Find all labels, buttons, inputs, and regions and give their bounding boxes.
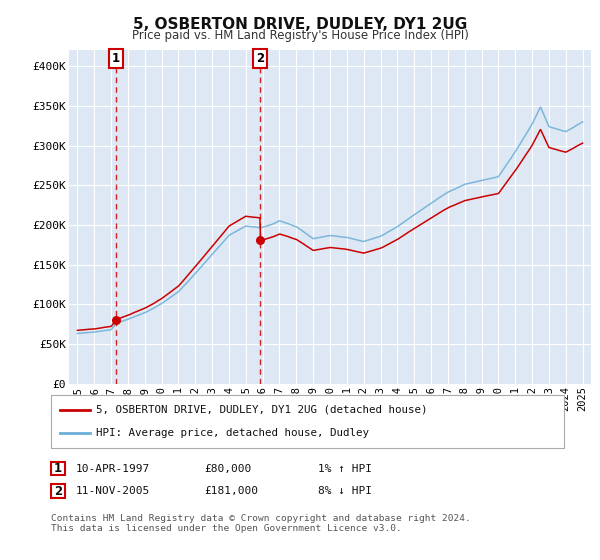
Text: 5, OSBERTON DRIVE, DUDLEY, DY1 2UG: 5, OSBERTON DRIVE, DUDLEY, DY1 2UG: [133, 17, 467, 32]
Text: 1: 1: [112, 52, 120, 65]
Text: 10-APR-1997: 10-APR-1997: [76, 464, 151, 474]
Text: 2: 2: [54, 484, 62, 498]
Text: 11-NOV-2005: 11-NOV-2005: [76, 486, 151, 496]
Text: £80,000: £80,000: [204, 464, 251, 474]
Text: 2: 2: [256, 52, 265, 65]
Text: 1: 1: [54, 462, 62, 475]
Text: HPI: Average price, detached house, Dudley: HPI: Average price, detached house, Dudl…: [96, 428, 369, 438]
Text: Price paid vs. HM Land Registry's House Price Index (HPI): Price paid vs. HM Land Registry's House …: [131, 29, 469, 42]
Text: Contains HM Land Registry data © Crown copyright and database right 2024.
This d: Contains HM Land Registry data © Crown c…: [51, 514, 471, 534]
Text: £181,000: £181,000: [204, 486, 258, 496]
Text: 8% ↓ HPI: 8% ↓ HPI: [318, 486, 372, 496]
Text: 5, OSBERTON DRIVE, DUDLEY, DY1 2UG (detached house): 5, OSBERTON DRIVE, DUDLEY, DY1 2UG (deta…: [96, 405, 427, 415]
Text: 1% ↑ HPI: 1% ↑ HPI: [318, 464, 372, 474]
